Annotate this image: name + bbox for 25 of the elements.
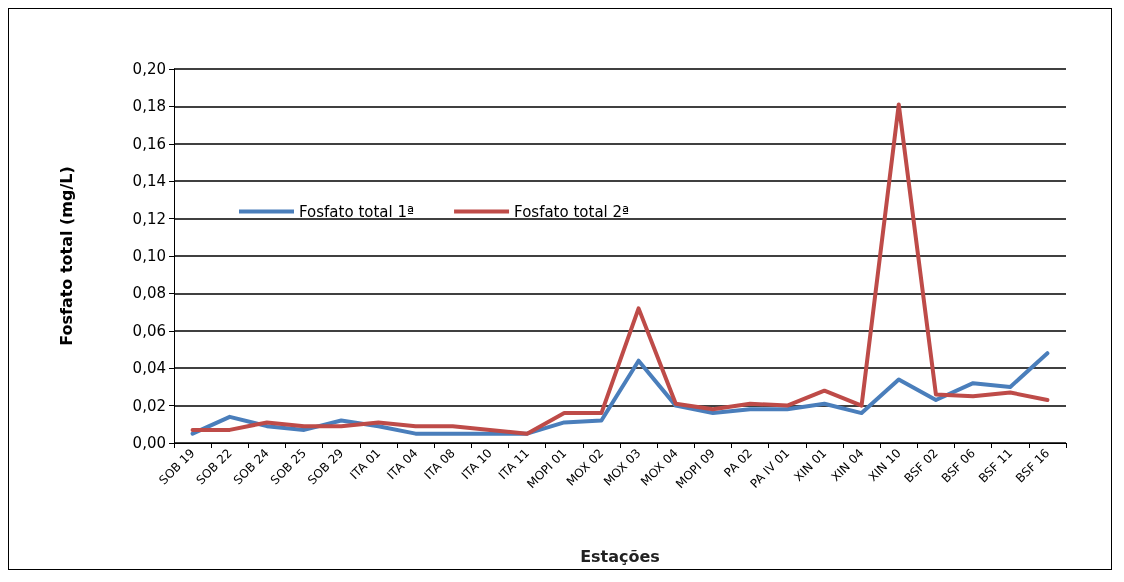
y-tick-label: 0,16: [132, 134, 166, 153]
y-tick-label: 0,08: [132, 284, 166, 303]
y-tick-label: 0,02: [132, 396, 166, 415]
y-tick-label: 0,18: [132, 97, 166, 116]
y-tick-label: 0,04: [132, 359, 166, 378]
legend-label: Fosfato total 1ª: [299, 202, 415, 221]
y-tick-label: 0,20: [132, 60, 166, 78]
x-tick-label: ITA 04: [384, 446, 421, 483]
y-tick-label: 0,00: [132, 434, 166, 452]
y-tick-label: 0,12: [132, 209, 166, 228]
line-series: [190, 351, 1050, 436]
x-tick-label: XIN 01: [791, 446, 830, 485]
y-tick-label: 0,14: [132, 172, 166, 191]
x-tick-label: ITA 08: [421, 446, 458, 483]
y-tick-label: 0,10: [132, 247, 166, 265]
line-series: [190, 102, 1050, 436]
x-tick-label: ITA 01: [347, 446, 384, 483]
x-tick-label: XIN 04: [828, 446, 867, 485]
x-axis-title: Estações: [580, 546, 660, 566]
legend-label: Fosfato total 2ª: [514, 202, 630, 221]
y-axis-title: Fosfato total (mg/L): [56, 166, 76, 346]
x-tick-label: PA 02: [721, 446, 756, 480]
x-tick-label: ITA 10: [458, 446, 495, 483]
x-tick-label: XIN 10: [865, 446, 904, 485]
y-tick-label: 0,06: [132, 321, 166, 340]
